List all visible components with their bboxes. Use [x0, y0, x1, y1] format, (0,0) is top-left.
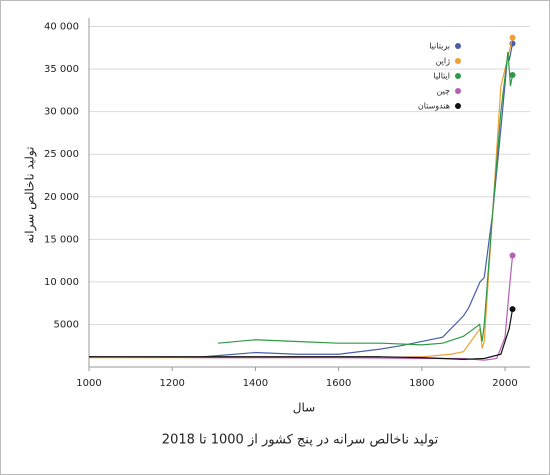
y-tick-label: 15 000 — [44, 234, 79, 245]
legend-label: بریتانیا — [429, 42, 450, 51]
y-tick-label: 20 000 — [44, 192, 79, 203]
legend-marker — [455, 43, 461, 49]
x-tick-label: 2000 — [492, 378, 517, 389]
y-tick-label: 30 000 — [44, 107, 79, 118]
end-point — [509, 34, 516, 41]
legend-label: چین — [437, 87, 451, 96]
x-tick-label: 1600 — [326, 378, 351, 389]
x-tick-label: 1200 — [159, 378, 184, 389]
series-line — [88, 255, 514, 361]
x-tick-label: 1800 — [409, 378, 434, 389]
end-point — [509, 252, 516, 259]
end-point — [509, 72, 516, 79]
series-line — [217, 51, 514, 346]
y-tick-label: 40 000 — [44, 22, 79, 33]
legend-marker — [455, 73, 461, 79]
legend-label: هندوستان — [418, 102, 450, 111]
x-tick-label: 1000 — [76, 378, 101, 389]
legend-label: ایتالیا — [433, 72, 450, 81]
y-tick-label: 5000 — [54, 319, 79, 330]
end-point — [509, 306, 516, 313]
y-axis-label: تولید ناخالص سرانه — [23, 147, 38, 244]
x-axis-label: سال — [293, 401, 315, 415]
legend-label: ژاپن — [436, 57, 451, 66]
y-tick-label: 10 000 — [44, 277, 79, 288]
y-tick-label: 35 000 — [44, 64, 79, 75]
legend-marker — [455, 103, 461, 109]
legend-marker — [455, 58, 461, 64]
chart-title: تولید ناخالص سرانه در پنج کشور از 1000 ت… — [162, 433, 439, 448]
series-line — [192, 43, 514, 359]
series-line — [89, 309, 514, 360]
x-tick-label: 1400 — [243, 378, 268, 389]
legend-marker — [455, 88, 461, 94]
y-tick-label: 25 000 — [44, 149, 79, 160]
